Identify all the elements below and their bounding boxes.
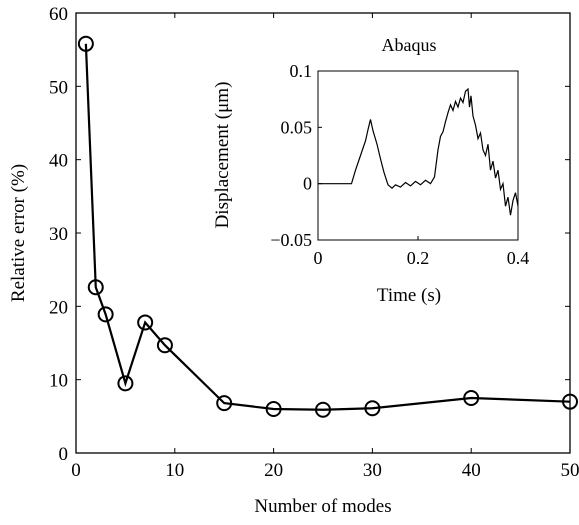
main-data-point	[463, 390, 480, 406]
main-data-point	[97, 306, 114, 323]
main-x-tick-label: 0	[71, 460, 81, 481]
main-data-point	[156, 337, 173, 354]
main-series-line	[84, 43, 571, 411]
main-data-point	[265, 401, 282, 417]
inset-y-tick-label: 0.05	[281, 117, 313, 137]
inset-y-tick-label: −0.05	[270, 230, 312, 250]
main-y-tick-label: 50	[49, 77, 68, 98]
main-data-point	[77, 35, 94, 52]
inset-title: Abaqus	[382, 35, 437, 55]
main-x-tick-label: 40	[462, 460, 481, 481]
main-y-axis-label: Relative error (%)	[8, 164, 29, 302]
main-series	[77, 35, 578, 418]
inset-y-tick-label: 0.1	[290, 61, 313, 81]
main-data-point	[87, 279, 104, 296]
main-data-point	[364, 400, 381, 417]
main-y-tick-label: 0	[59, 444, 69, 465]
main-chart: 0 10 20 30 40 50 0 10 20 30 40 50 60 Number of modes…	[8, 4, 579, 517]
inset-x-axis-label: Time (s)	[377, 285, 441, 306]
inset-series	[318, 87, 519, 216]
main-data-point	[216, 395, 233, 412]
main-y-tick-label: 60	[49, 4, 68, 25]
main-data-point	[137, 314, 154, 331]
main-data-point	[117, 375, 134, 392]
main-y-tick-label: 30	[49, 224, 68, 245]
main-x-tick-label: 30	[363, 460, 382, 481]
inset-y-axis-label: Displacement (μm)	[212, 82, 233, 229]
inset-plot-area	[317, 70, 519, 241]
main-ticks: 0 10 20 30 40 50 0 10 20 30 40 50 60	[49, 4, 579, 481]
inset-series-line	[318, 87, 519, 216]
inset-y-tick-label: 0	[303, 174, 312, 194]
inset-x-tick-label: 0.4	[507, 248, 530, 268]
main-y-tick-label: 10	[49, 371, 68, 392]
main-data-point	[315, 401, 331, 418]
main-x-tick-label: 50	[561, 460, 579, 481]
main-x-tick-label: 10	[165, 460, 184, 481]
inset-x-tick-label: 0	[314, 248, 323, 268]
main-x-tick-label: 20	[264, 460, 283, 481]
main-data-point	[562, 393, 578, 410]
main-y-tick-label: 40	[49, 151, 68, 172]
main-x-axis-label: Number of modes	[254, 496, 391, 517]
main-y-tick-label: 20	[49, 297, 68, 318]
inset-x-tick-label: 0.2	[407, 248, 430, 268]
